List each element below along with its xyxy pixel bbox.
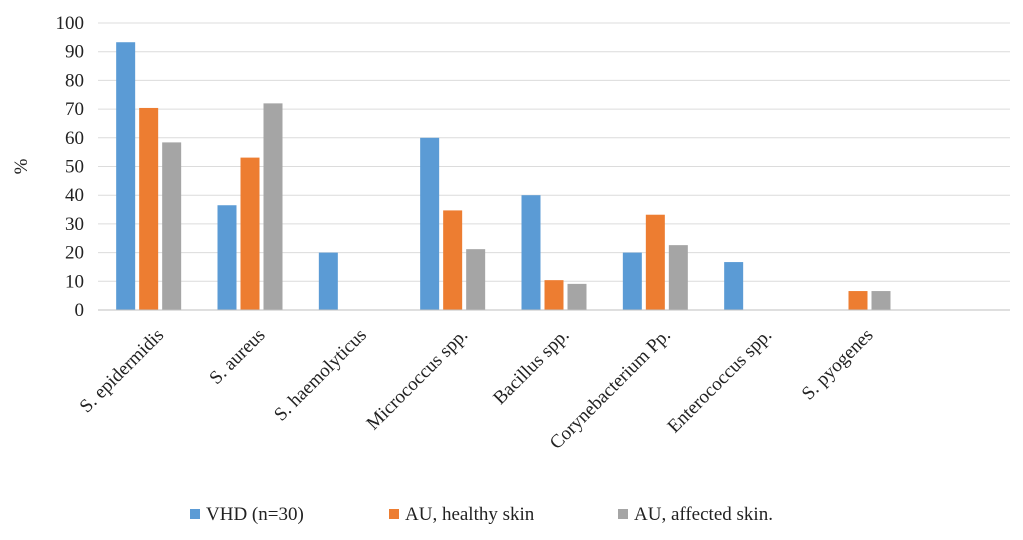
y-tick-label: 100: [56, 13, 85, 34]
bar-s-pyogenes-series-2: [848, 291, 868, 310]
bar-s-epidermidis-series-1: [116, 42, 136, 310]
y-tick-label: 50: [65, 157, 84, 178]
bar-s-haemolyticus-series-1: [318, 252, 338, 310]
legend-swatch: [618, 509, 628, 519]
legend-swatch: [190, 509, 200, 519]
bars: [116, 42, 891, 311]
bar-micrococcus-spp--series-1: [420, 137, 440, 310]
legend-label: AU, affected skin.: [634, 504, 773, 525]
x-category-label: Enterococcus spp.: [664, 325, 777, 438]
x-category-label: Micrococcus spp.: [363, 325, 473, 435]
x-category-label: S. pyogenes: [798, 325, 878, 405]
legend-label: AU, healthy skin: [405, 504, 535, 525]
bar-corynebacterium-pp--series-3: [668, 245, 688, 310]
y-axis-ticks: 0 10 20 30 40 50 60 70 80 90 100: [56, 13, 85, 321]
bar-s-pyogenes-series-3: [871, 291, 891, 310]
bar-bacillus-spp--series-3: [567, 283, 587, 310]
x-axis-category-labels: S. epidermidis S. aureus S. haemolyticusMi…: [76, 325, 878, 454]
bar-micrococcus-spp--series-2: [443, 210, 463, 310]
bar-corynebacterium-pp--series-2: [645, 214, 665, 310]
legend: VHD (n=30) AU, healthy skin AU, affected s…: [190, 504, 773, 525]
y-tick-label: 30: [65, 214, 84, 235]
bar-s-epidermidis-series-3: [162, 142, 182, 310]
bar-micrococcus-spp--series-3: [466, 249, 486, 310]
legend-label: VHD (n=30): [206, 504, 304, 525]
x-category-label: S. haemolyticus: [270, 325, 371, 426]
bar-corynebacterium-pp--series-1: [622, 252, 642, 310]
y-tick-label: 0: [75, 300, 85, 321]
y-tick-label: 10: [65, 271, 84, 292]
bar-s-epidermidis-series-2: [139, 107, 159, 311]
bar-bacillus-spp--series-2: [544, 280, 564, 310]
y-tick-label: 70: [65, 99, 84, 120]
y-tick-label: 20: [65, 243, 84, 264]
y-tick-label: 80: [65, 70, 84, 91]
y-tick-label: 60: [65, 128, 84, 149]
x-category-label: S. epidermidis: [76, 325, 168, 417]
x-category-label: S. aureus: [205, 325, 269, 389]
y-axis-label: %: [11, 158, 32, 174]
bar-s-aureus-series-2: [240, 157, 260, 310]
bar-s-aureus-series-1: [217, 205, 237, 310]
y-tick-label: 40: [65, 185, 84, 206]
y-tick-label: 90: [65, 42, 84, 63]
bar-s-aureus-series-3: [263, 103, 283, 310]
legend-swatch: [389, 509, 399, 519]
x-category-label: Bacillus spp.: [489, 325, 573, 409]
bar-enterococcus-spp--series-1: [724, 262, 744, 310]
bar-bacillus-spp--series-1: [521, 195, 541, 310]
